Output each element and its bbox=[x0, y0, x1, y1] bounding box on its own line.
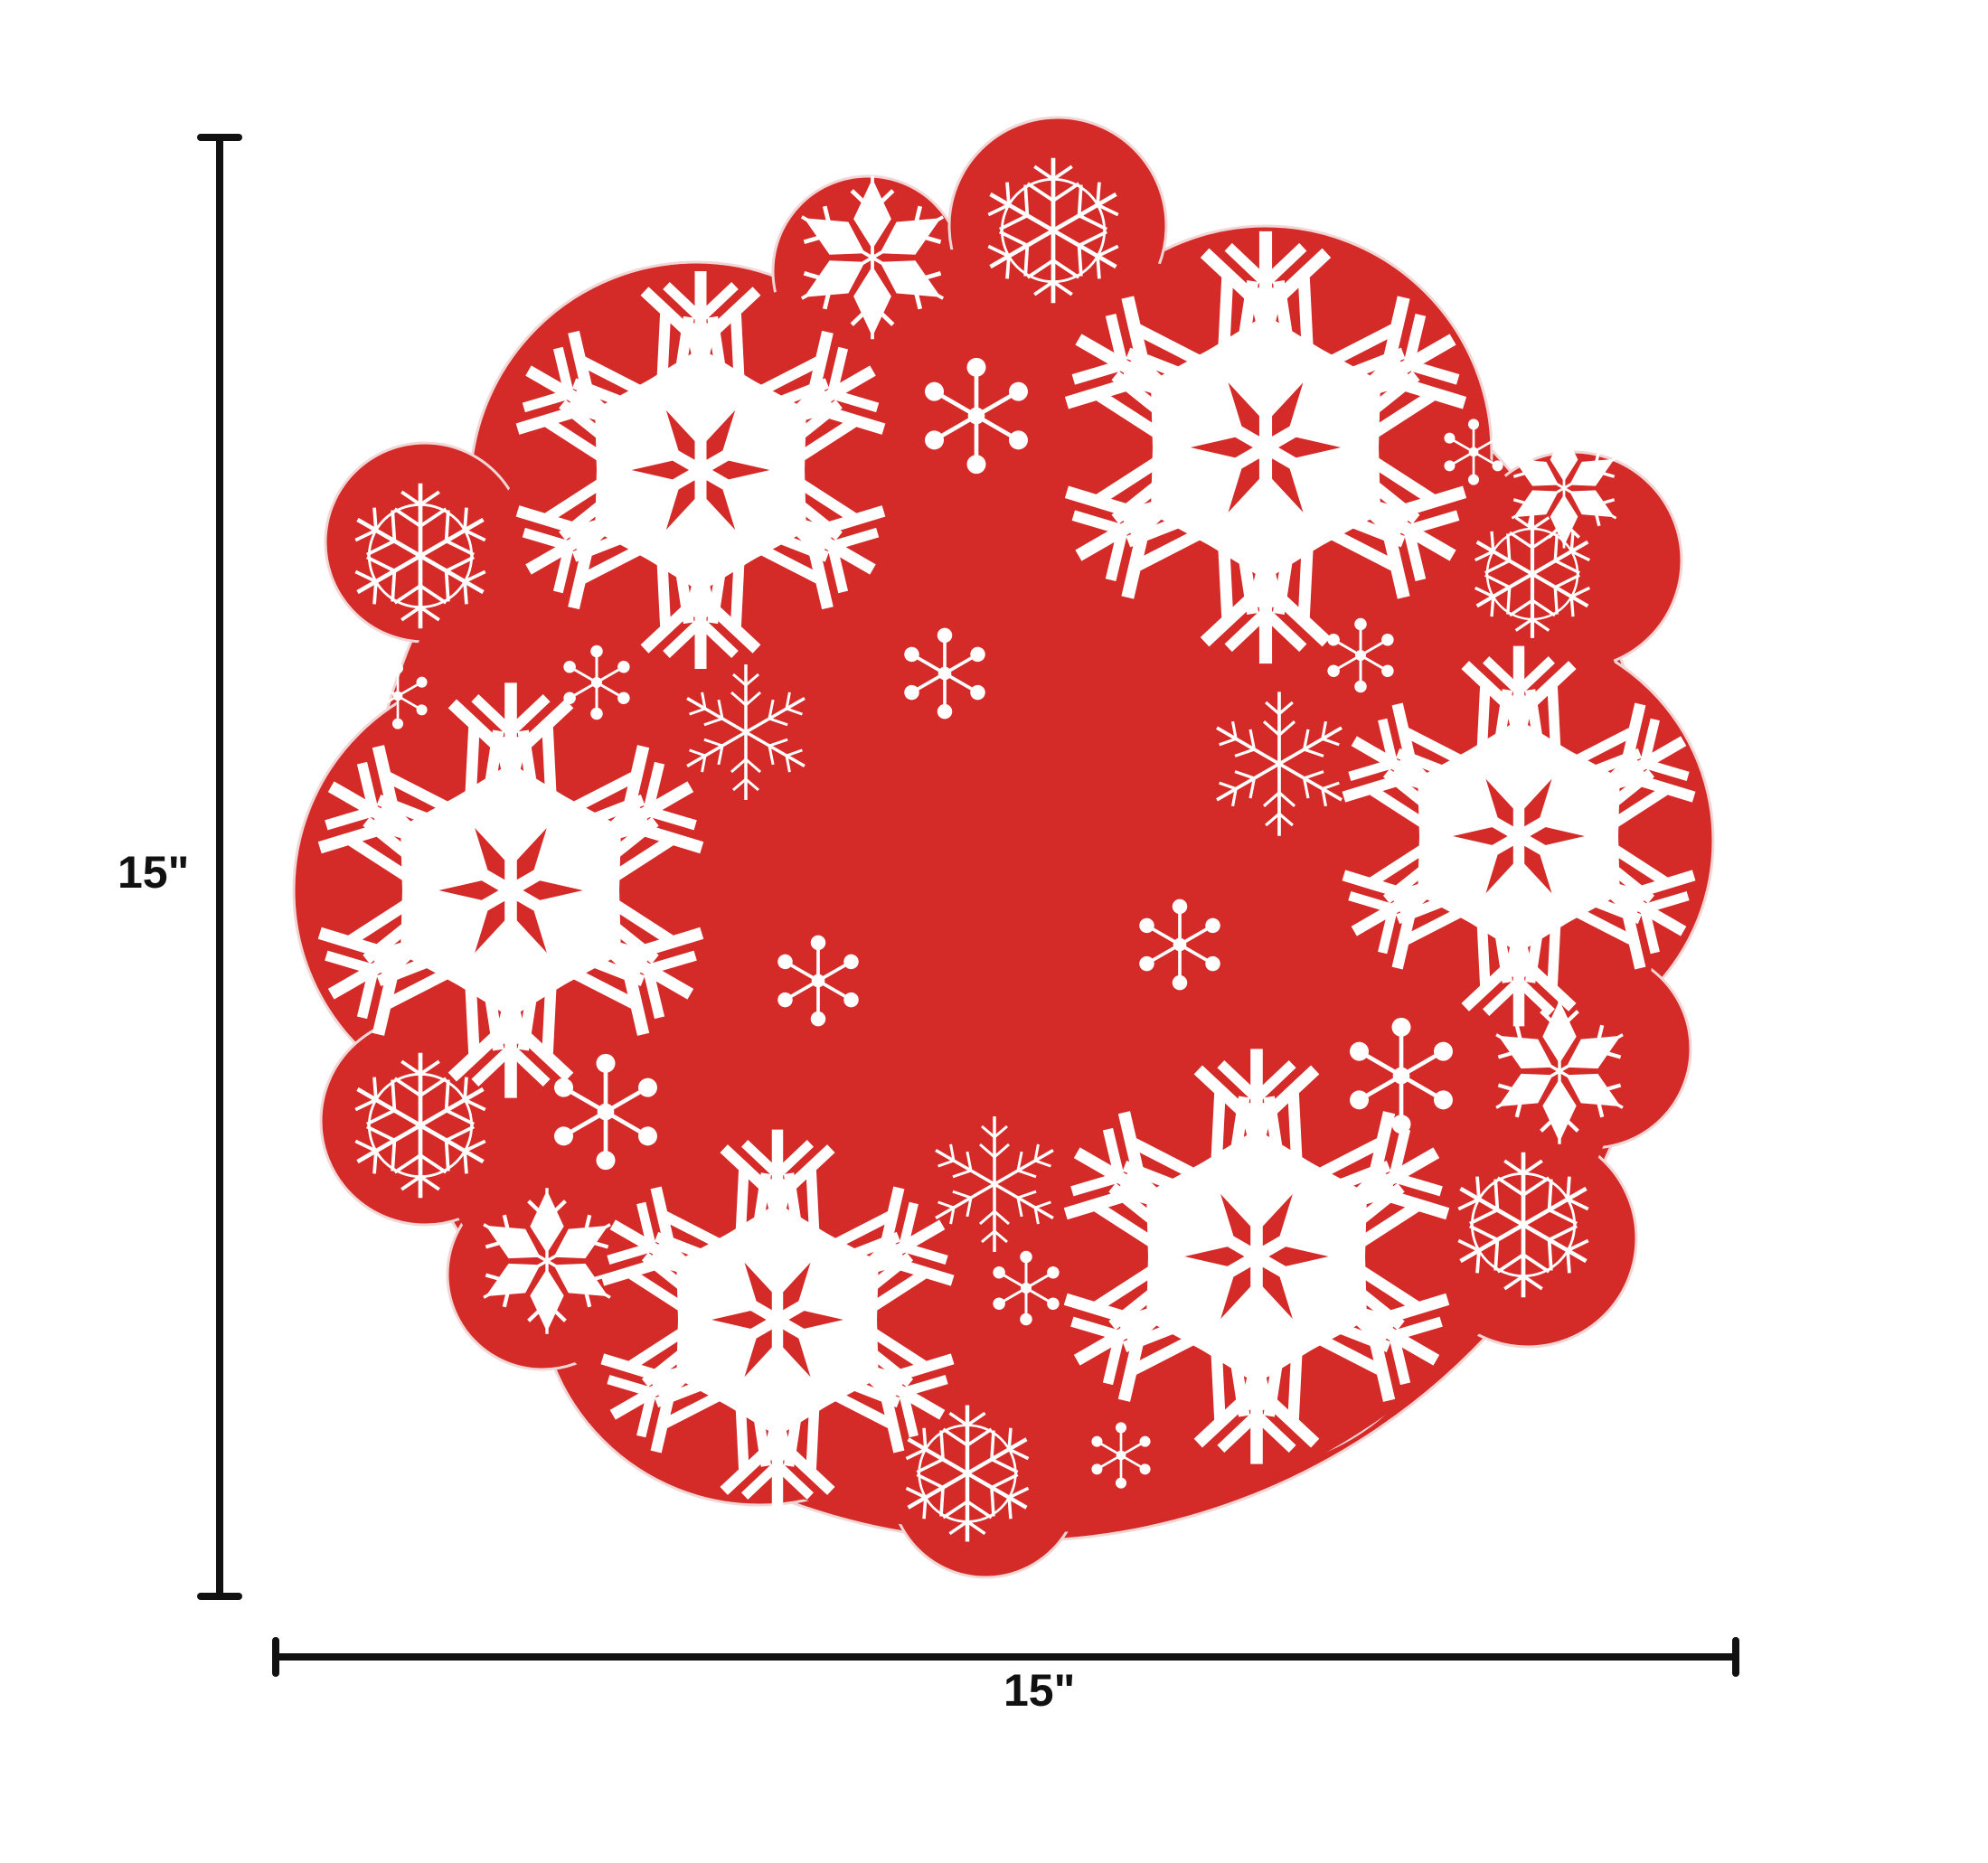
height-dimension-label: 15" bbox=[118, 847, 190, 898]
width-dimension-line bbox=[272, 1637, 1739, 1677]
height-dimension-line bbox=[197, 134, 242, 1600]
width-dimension-label: 15" bbox=[1003, 1665, 1076, 1716]
